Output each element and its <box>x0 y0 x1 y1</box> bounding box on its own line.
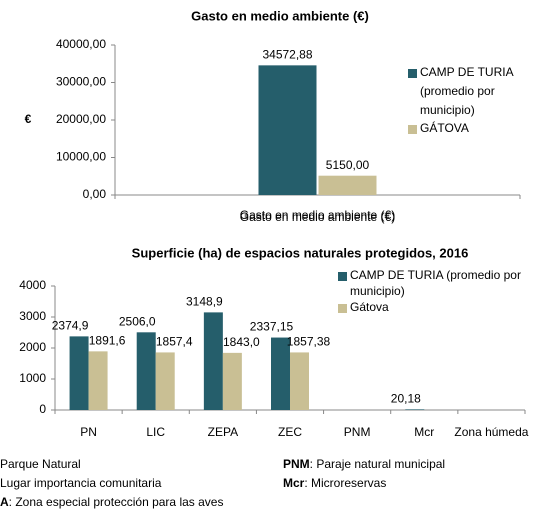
chart-title: Gasto en medio ambiente (€) <box>191 8 369 23</box>
x-tick-label: Zona húmeda <box>454 425 528 439</box>
y-tick-label: 10000,00 <box>56 150 106 164</box>
data-label: 2506,0 <box>119 314 156 328</box>
x-tick-label: Gasto en medio ambiente (€) <box>240 210 395 224</box>
y-tick-label: 0 <box>39 402 46 416</box>
bar <box>203 312 223 410</box>
bar <box>69 336 89 410</box>
x-axis-label: Gasto en medio ambiente (€) <box>240 208 395 222</box>
y-tick-label: 1000 <box>19 371 46 385</box>
x-tick-label: ZEC <box>278 425 302 439</box>
bar <box>271 337 290 410</box>
y-tick-label: 30000,00 <box>56 75 106 89</box>
legend-label: Gátova <box>350 300 389 314</box>
note-text: Parque Natural <box>0 457 81 471</box>
note: Parque Natural <box>0 457 81 471</box>
x-tick-label: PNM <box>344 425 371 439</box>
x-tick-label: Mcr <box>414 425 434 439</box>
chart-title: Superficie (ha) de espacios naturales pr… <box>132 245 469 260</box>
y-tick-label: 3000 <box>19 309 46 323</box>
y-tick-label: 40000,00 <box>56 37 106 51</box>
bar <box>136 332 156 410</box>
note: A: Zona especial protección para las ave… <box>0 495 223 509</box>
data-label: 2337,15 <box>250 320 294 334</box>
data-label: 2374,9 <box>52 319 89 333</box>
note: Mcr: Microreservas <box>283 476 386 490</box>
data-label: 5150,00 <box>326 158 370 172</box>
data-label: 1891,6 <box>89 334 126 348</box>
y-tick-label: 2000 <box>19 340 46 354</box>
y-tick-label: 20000,00 <box>56 112 106 126</box>
legend-swatch <box>408 125 417 134</box>
legend-label: CAMP DE TURIA (promedio por municipio) <box>350 268 521 298</box>
data-label: 3148,9 <box>186 295 223 309</box>
bar <box>318 175 377 195</box>
note-text: : Microreservas <box>304 476 386 490</box>
y-axis-label: € <box>25 112 32 126</box>
note-text: : Paraje natural municipal <box>310 457 445 471</box>
note: PNM: Paraje natural municipal <box>283 457 445 471</box>
bar <box>222 352 242 410</box>
x-tick-label: ZEPA <box>208 425 238 439</box>
bar <box>258 65 317 195</box>
data-label: 1857,4 <box>156 335 193 349</box>
x-tick-label: PN <box>80 425 97 439</box>
data-label: 34572,88 <box>262 48 312 62</box>
x-tick-label: LIC <box>146 425 165 439</box>
data-label: 1857,38 <box>287 335 331 349</box>
data-label: 1843,0 <box>223 335 260 349</box>
legend-swatch <box>338 272 347 281</box>
y-tick-label: 0,00 <box>83 187 107 201</box>
bar <box>405 409 425 410</box>
note: Lugar importancia comunitaria <box>0 476 162 490</box>
note-term: Mcr <box>283 476 305 490</box>
note-term: A <box>0 495 9 509</box>
bar <box>290 352 309 410</box>
legend-label: CAMP DE TURIA (promedio por municipio) <box>420 65 514 117</box>
bar <box>155 352 175 410</box>
legend-swatch <box>408 69 417 78</box>
legend-label: GÁTOVA <box>420 120 469 135</box>
note-term: PNM <box>283 457 310 471</box>
y-tick-label: 4000 <box>19 278 46 292</box>
data-label: 20,18 <box>391 392 421 406</box>
legend-swatch <box>338 304 347 313</box>
bar <box>88 351 108 410</box>
note-text: Lugar importancia comunitaria <box>0 476 162 490</box>
note-text: : Zona especial protección para las aves <box>9 495 224 509</box>
